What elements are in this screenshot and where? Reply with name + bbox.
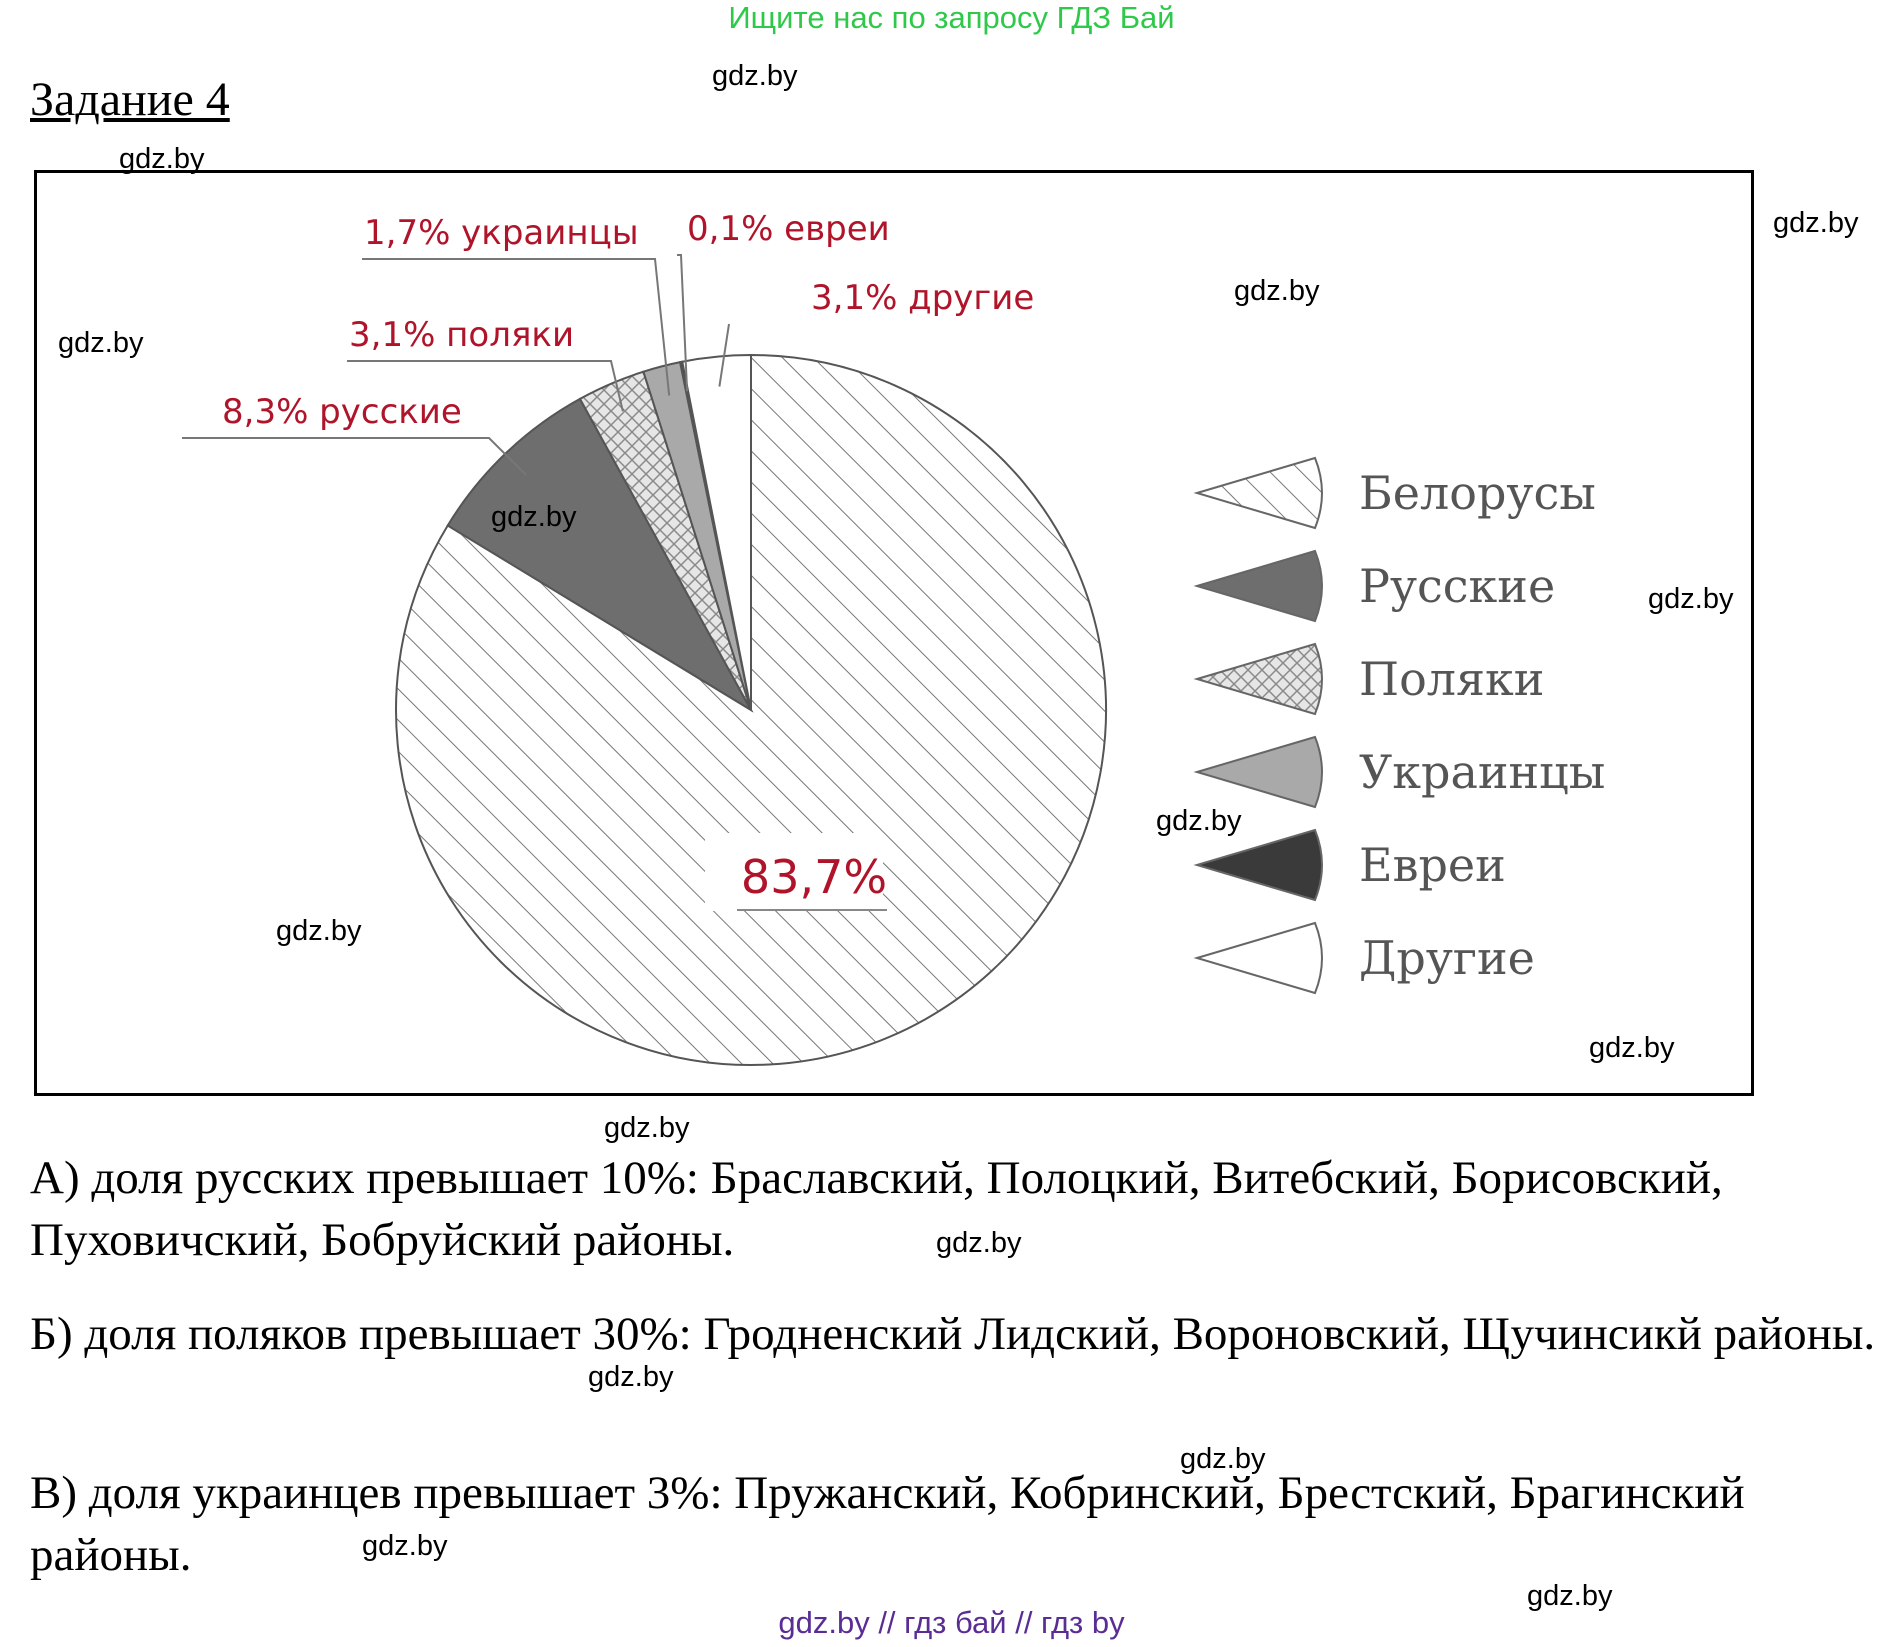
answer-c: В) доля украинцев превышает 3%: Пружанск… xyxy=(30,1467,1745,1581)
watermark: gdz.by xyxy=(362,1530,448,1562)
legend-swatch-русские xyxy=(1193,549,1323,623)
watermark: gdz.by xyxy=(1527,1580,1613,1612)
legend-label-евреи: Евреи xyxy=(1359,838,1506,892)
legend-swatch-белорусы xyxy=(1193,456,1323,530)
slice-label-евреи: 0,1% евреи xyxy=(687,209,890,249)
legend-swatch-евреи xyxy=(1193,828,1323,902)
footer-links: gdz.by // гдз бай // гдз by xyxy=(778,1605,1125,1640)
slice-label-русские: 8,3% русские xyxy=(222,392,462,432)
slice-label-background xyxy=(705,833,883,911)
answer-b: Б) доля поляков превышает 30%: Гродненск… xyxy=(30,1308,1876,1360)
watermark: gdz.by xyxy=(58,327,144,359)
slice-label-другие: 3,1% другие xyxy=(811,278,1034,318)
slice-label-украинцы: 1,7% украинцы xyxy=(364,213,639,253)
task-title: Задание 4 xyxy=(30,73,230,126)
legend-label-белорусы: Белорусы xyxy=(1359,466,1596,520)
chart-frame: 83,7% 8,3% русские 3,1% поляки 1,7% украинц… xyxy=(34,170,1754,1096)
leader-line xyxy=(677,254,689,392)
leader-line xyxy=(718,323,730,387)
watermark: gdz.by xyxy=(276,915,362,947)
legend-swatch-другие xyxy=(1193,921,1323,995)
watermark: gdz.by xyxy=(491,501,577,533)
watermark: gdz.by xyxy=(1180,1443,1266,1475)
legend-label-украинцы: Украинцы xyxy=(1359,745,1605,799)
answer-a: А) доля русских превышает 10%: Браславск… xyxy=(30,1152,1723,1266)
pie-slice-другие xyxy=(681,353,752,711)
legend-label-поляки: Поляки xyxy=(1359,652,1544,706)
promo-banner: Ищите нас по запросу ГДЗ Бай xyxy=(728,0,1175,35)
watermark: gdz.by xyxy=(712,60,798,92)
legend-label-другие: Другие xyxy=(1359,931,1535,985)
pie-chart: 83,7% 8,3% русские 3,1% поляки 1,7% украинц… xyxy=(182,209,1605,1066)
watermark: gdz.by xyxy=(1773,207,1859,239)
leader-line xyxy=(347,360,624,412)
watermark: gdz.by xyxy=(1234,275,1320,307)
watermark: gdz.by xyxy=(1648,583,1734,615)
watermark: gdz.by xyxy=(1589,1032,1675,1064)
watermark: gdz.by xyxy=(1156,805,1242,837)
watermark: gdz.by xyxy=(119,143,205,175)
leader-line xyxy=(362,258,671,396)
legend-swatch-украинцы xyxy=(1193,735,1323,809)
watermark: gdz.by xyxy=(604,1112,690,1144)
legend-label-русские: Русские xyxy=(1359,559,1555,613)
legend-swatch-поляки xyxy=(1193,642,1323,716)
watermark: gdz.by xyxy=(936,1227,1022,1259)
slice-label-поляки: 3,1% поляки xyxy=(349,315,574,355)
leader-line xyxy=(182,437,528,476)
slice-label-belarusians: 83,7% xyxy=(741,850,887,904)
watermark: gdz.by xyxy=(588,1361,674,1393)
